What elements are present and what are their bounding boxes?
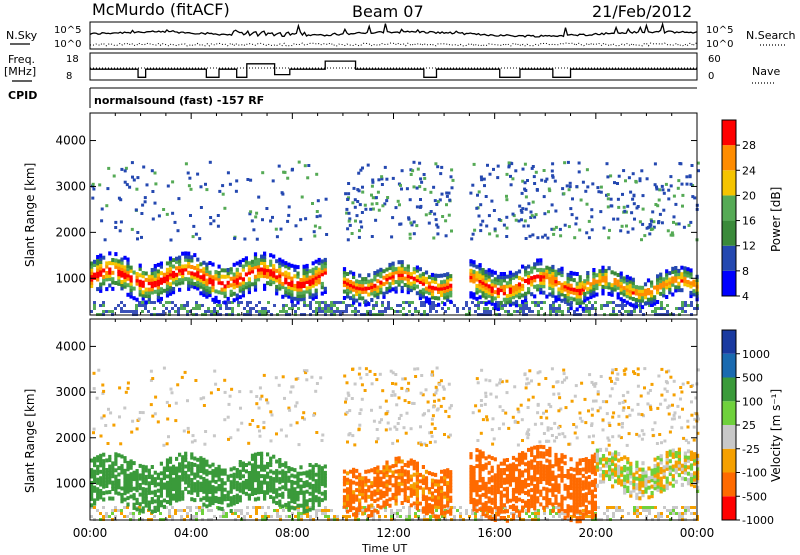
power-colorbar-tick-label: 20 <box>742 189 756 202</box>
power-ytick-label: 3000 <box>55 179 86 193</box>
x-tick-label: 16:00 <box>477 526 512 540</box>
velocity-heatmap-cells <box>90 367 700 524</box>
freq-line <box>90 61 697 77</box>
power-colorbar-swatch <box>722 195 736 220</box>
power-colorbar-swatch <box>722 170 736 195</box>
power-colorbar-tick-label: 8 <box>742 265 749 278</box>
velocity-colorbar-tick-label: -1000 <box>742 514 774 527</box>
power-colorbar-swatch <box>722 246 736 271</box>
x-tick-label: 04:00 <box>174 526 209 540</box>
velocity-colorbar-swatch <box>722 496 736 520</box>
power-colorbar-swatch <box>722 120 736 145</box>
power-ytick-label: 1000 <box>55 271 86 285</box>
x-tick-label: 00:00 <box>73 526 108 540</box>
velocity-ytick-label: 2000 <box>55 431 86 445</box>
velocity-colorbar-tick-label: -25 <box>742 443 760 456</box>
power-colorbar-tick-label: 12 <box>742 240 756 253</box>
velocity-colorbar-tick-label: -100 <box>742 467 767 480</box>
velocity-colorbar-swatch <box>722 425 736 449</box>
nsky-line <box>90 24 697 37</box>
power-ytick-label: 4000 <box>55 134 86 148</box>
x-tick-label: 20:00 <box>579 526 614 540</box>
power-colorbar-tick-label: 16 <box>742 215 756 228</box>
power-colorbar-tick-label: 4 <box>742 290 749 303</box>
velocity-colorbar-tick-label: 25 <box>742 419 756 432</box>
velocity-colorbar-swatch <box>722 378 736 402</box>
velocity-colorbar-swatch <box>722 401 736 425</box>
velocity-colorbar-tick-label: 500 <box>742 372 763 385</box>
x-tick-label: 08:00 <box>275 526 310 540</box>
velocity-colorbar-tick-label: 1000 <box>742 348 770 361</box>
power-colorbar-tick-label: 24 <box>742 164 756 177</box>
velocity-colorbar-swatch <box>722 330 736 354</box>
velocity-colorbar-swatch <box>722 473 736 497</box>
velocity-colorbar-tick-label: -500 <box>742 490 767 503</box>
power-colorbar-tick-label: 28 <box>742 139 756 152</box>
velocity-ytick-label: 4000 <box>55 339 86 353</box>
power-heatmap-cells <box>90 161 700 316</box>
power-ytick-label: 2000 <box>55 225 86 239</box>
nsky-panel-frame <box>90 22 697 49</box>
velocity-colorbar-swatch <box>722 354 736 378</box>
power-colorbar-swatch <box>722 271 736 296</box>
velocity-colorbar-swatch <box>722 449 736 473</box>
x-tick-label: 00:00 <box>680 526 715 540</box>
nsearch-line <box>90 43 697 46</box>
velocity-colorbar-tick-label: 100 <box>742 395 763 408</box>
power-colorbar-swatch <box>722 221 736 246</box>
velocity-ytick-label: 1000 <box>55 476 86 490</box>
power-colorbar-swatch <box>722 145 736 170</box>
x-tick-label: 12:00 <box>376 526 411 540</box>
freq-panel-frame <box>90 53 697 80</box>
velocity-ytick-label: 3000 <box>55 385 86 399</box>
